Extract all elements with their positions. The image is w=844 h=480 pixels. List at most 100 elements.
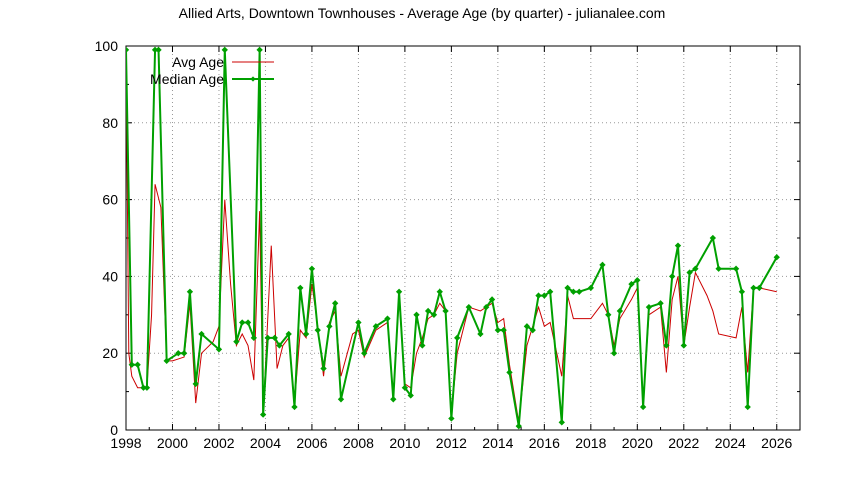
chart-title: Allied Arts, Downtown Townhouses - Avera… [179, 5, 666, 21]
data-point-median-age [271, 334, 278, 342]
data-point-median-age [680, 342, 687, 349]
x-tick-label: 2016 [529, 435, 560, 451]
x-tick-label: 2006 [296, 435, 327, 451]
data-point-median-age [738, 288, 746, 295]
data-point-median-age [424, 307, 432, 315]
data-point-median-age [186, 288, 194, 295]
data-point-median-age [126, 46, 130, 54]
data-point-median-age [175, 350, 182, 357]
data-point-median-age [750, 284, 757, 292]
data-point-median-age [407, 392, 414, 399]
x-tick-label: 2008 [343, 435, 374, 451]
data-point-median-age [155, 46, 162, 54]
data-point-median-age [628, 280, 635, 288]
series-layer [126, 46, 780, 430]
data-point-median-age [663, 342, 670, 349]
x-tick-label: 2012 [436, 435, 467, 451]
data-point-median-age [297, 284, 304, 292]
data-point-median-age [355, 319, 362, 326]
data-point-median-age [320, 365, 327, 372]
data-point-median-age [523, 323, 531, 330]
data-point-median-age [401, 384, 409, 391]
data-point-median-age [134, 361, 141, 368]
data-point-median-age [535, 292, 542, 299]
data-point-median-age [587, 284, 594, 292]
x-tick-label: 2026 [761, 435, 792, 451]
x-tick-label: 1998 [110, 435, 141, 451]
data-point-median-age [634, 277, 641, 284]
x-tick-label: 2018 [575, 435, 606, 451]
data-point-median-age [163, 357, 170, 365]
data-point-median-age [256, 46, 263, 54]
data-point-median-age [192, 380, 199, 388]
data-point-median-age [529, 326, 536, 334]
data-point-median-age [686, 269, 693, 276]
data-point-median-age [143, 384, 151, 391]
data-point-median-age [488, 296, 496, 303]
data-point-median-age [674, 242, 682, 249]
data-point-median-age [264, 334, 271, 342]
series-median-age [126, 46, 780, 430]
data-point-median-age [546, 288, 554, 295]
data-point-median-age [372, 323, 380, 330]
data-point-median-age [576, 288, 583, 295]
data-point-median-age [500, 326, 507, 334]
data-point-median-age [239, 319, 246, 326]
data-point-median-age [332, 300, 339, 307]
data-point-median-age [448, 415, 455, 422]
data-point-median-age [558, 419, 565, 426]
data-point-median-age [605, 311, 612, 318]
data-point-median-age [314, 326, 321, 334]
data-point-median-age [477, 330, 484, 338]
data-point-median-age [259, 411, 267, 418]
data-point-median-age [564, 284, 571, 292]
data-point-median-age [436, 288, 443, 295]
data-point-median-age [326, 323, 333, 330]
data-point-median-age [639, 403, 647, 411]
data-point-median-age [610, 350, 618, 357]
data-point-median-age [442, 307, 449, 315]
data-point-median-age [645, 303, 653, 311]
data-point-median-age [732, 265, 740, 272]
data-point-median-age [541, 292, 548, 299]
x-tick-label: 2002 [203, 435, 234, 451]
data-point-median-age [515, 422, 522, 430]
data-point-median-age [128, 361, 135, 368]
axes: 1998 2000 2002 2004 2006 2008 2010 2012 2014 2016… [95, 38, 801, 451]
data-point-median-age [419, 342, 426, 349]
y-tick-label: 20 [102, 345, 118, 361]
data-point-median-age [361, 350, 368, 357]
data-point-median-age [570, 288, 577, 295]
data-point-median-age [709, 234, 717, 242]
data-point-median-age [198, 330, 205, 338]
data-point-median-age [276, 342, 283, 349]
y-tick-label: 60 [102, 192, 118, 208]
data-point-median-age [616, 307, 624, 315]
data-point-median-age [413, 311, 420, 318]
data-point-median-age [302, 330, 310, 338]
legend-marker-median-age [250, 76, 256, 82]
x-tick-label: 2022 [668, 435, 699, 451]
x-tick-label: 2010 [389, 435, 420, 451]
data-point-median-age [180, 350, 188, 357]
x-tick-label: 2020 [622, 435, 653, 451]
data-point-median-age [221, 46, 228, 54]
x-tick-label: 2004 [250, 435, 281, 451]
data-point-median-age [291, 403, 298, 411]
data-point-median-age [384, 315, 391, 322]
data-point-median-age [390, 396, 397, 403]
data-point-median-age [715, 265, 722, 272]
data-point-median-age [233, 338, 240, 345]
data-point-median-age [483, 303, 490, 311]
data-point-median-age [599, 261, 606, 269]
legend-label-median-age: Median Age [150, 71, 224, 87]
grid [126, 46, 800, 430]
data-point-median-age [395, 288, 403, 295]
data-point-median-age [465, 303, 472, 311]
data-point-median-age [506, 369, 513, 376]
x-tick-label: 2000 [157, 435, 188, 451]
data-point-median-age [215, 346, 223, 353]
